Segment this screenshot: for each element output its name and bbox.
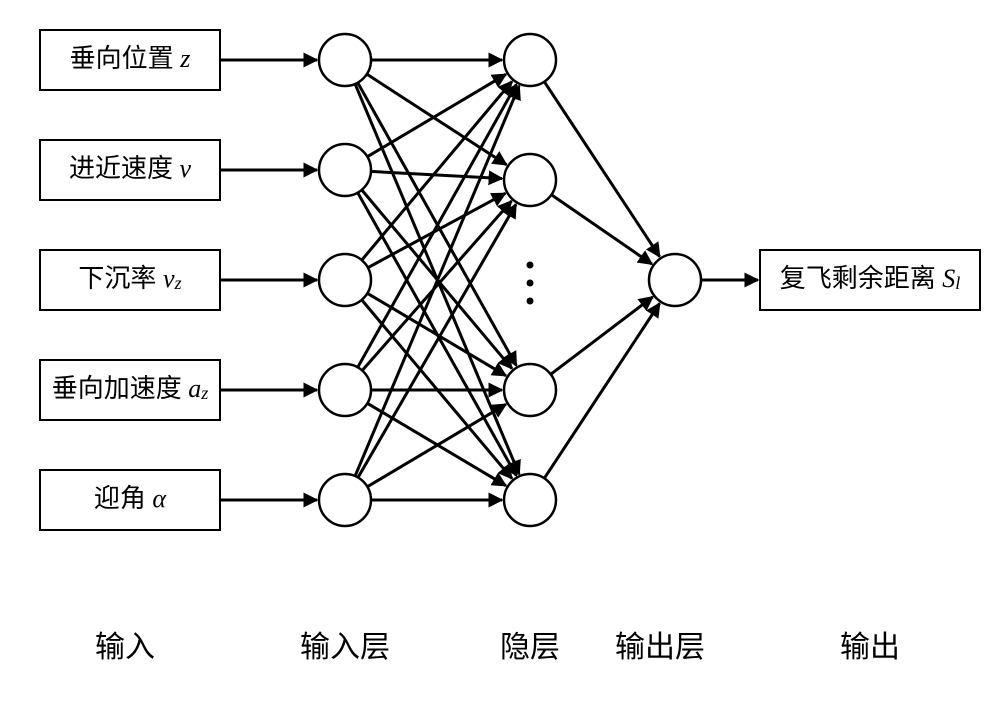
input-box-label: 进近速度 v (69, 154, 192, 183)
hidden-layer-node (504, 474, 556, 526)
ellipsis-dot (527, 298, 534, 305)
input-layer-node (319, 474, 371, 526)
column-label: 输入 (95, 631, 155, 664)
input-box-label: 下沉率 vz (78, 264, 181, 293)
input-layer-node (319, 254, 371, 306)
input-layer-node (319, 34, 371, 86)
hidden-layer-node (504, 154, 556, 206)
input-box-label: 垂向位置 z (70, 44, 191, 73)
input-box-label: 迎角 α (94, 484, 168, 513)
hidden-layer-node (504, 34, 556, 86)
column-label: 输出 (840, 631, 900, 664)
output-box-label: 复飞剩余距离 Sl (780, 264, 961, 293)
input-layer-node (319, 144, 371, 196)
column-label: 输入层 (300, 631, 390, 664)
ellipsis-dot (527, 262, 534, 269)
input-layer-node (319, 364, 371, 416)
output-layer-node (649, 254, 701, 306)
hidden-layer-node (504, 364, 556, 416)
column-label: 隐层 (500, 631, 560, 664)
input-box-label: 垂向加速度 az (52, 374, 209, 403)
column-label: 输出层 (615, 631, 705, 664)
ellipsis-dot (527, 280, 534, 287)
